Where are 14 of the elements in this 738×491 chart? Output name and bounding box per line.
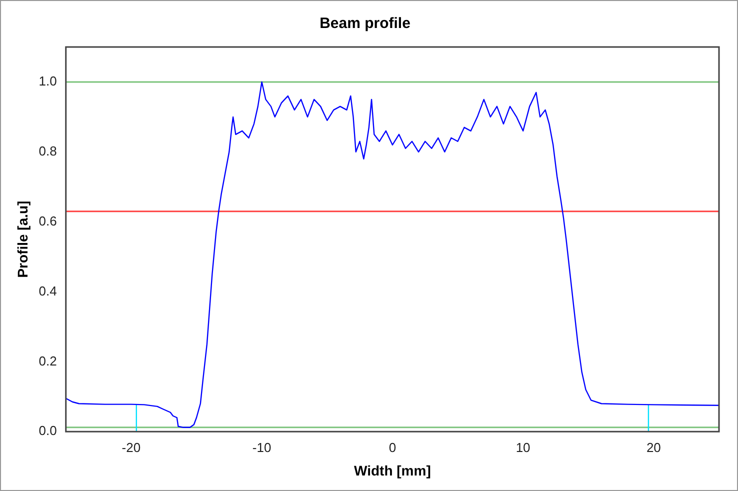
y-tick-label: 1.0 (38, 74, 57, 89)
x-tick-label: 10 (516, 440, 530, 455)
y-tick-label: 0.0 (38, 423, 57, 438)
y-tick-label: 0.6 (38, 213, 57, 228)
y-axis-title: Profile [a.u] (14, 200, 30, 278)
x-axis-title: Width [mm] (354, 462, 431, 478)
x-tick-label: -10 (252, 440, 272, 455)
chart-title: Beam profile (320, 15, 410, 32)
y-tick-label: 0.4 (38, 283, 57, 298)
y-tick-label: 0.2 (38, 353, 57, 368)
x-tick-label: 20 (646, 440, 661, 455)
y-tick-label: 0.8 (38, 143, 57, 158)
x-tick-label: -20 (122, 440, 141, 455)
x-tick-label: 0 (388, 440, 396, 455)
